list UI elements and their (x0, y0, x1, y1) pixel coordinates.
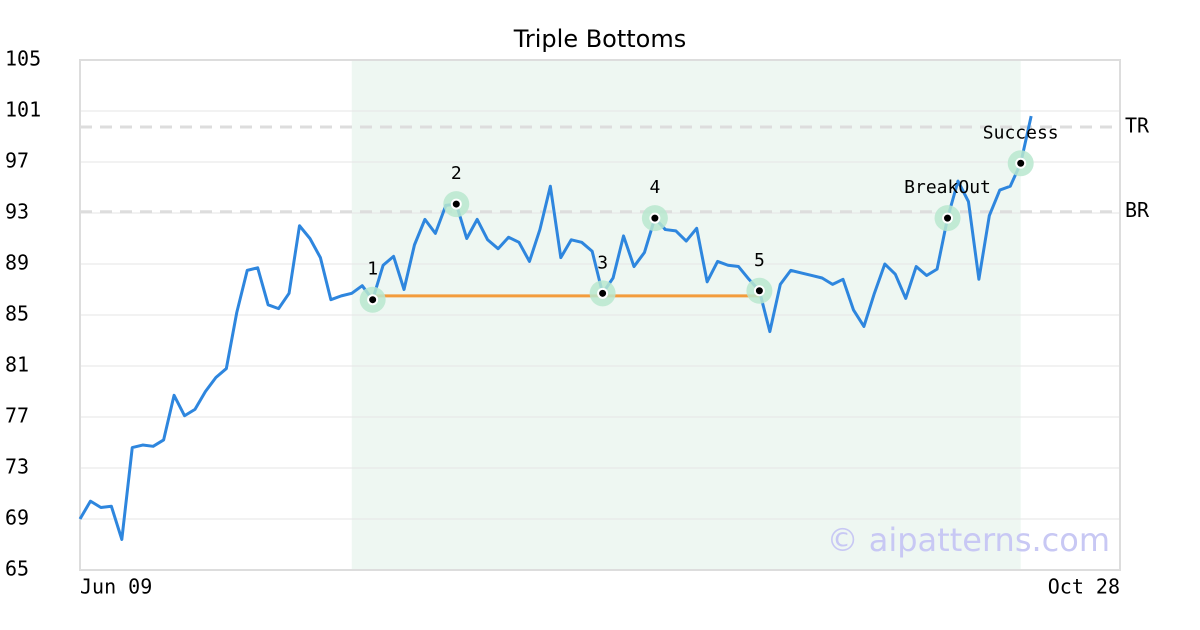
x-tick-label: Oct 28 (1048, 575, 1120, 599)
point-label: 1 (367, 259, 378, 280)
price-line (78, 115, 1033, 541)
point-label: BreakOut (904, 177, 991, 198)
point-label: 4 (649, 177, 660, 198)
x-tick-label: Jun 09 (80, 575, 152, 599)
y-tick-label: 101 (5, 98, 41, 122)
point-dot (649, 212, 661, 224)
y-tick-label: 85 (5, 302, 29, 326)
point-dot (367, 294, 379, 306)
level-label: TR (1125, 113, 1150, 137)
point-dot (1015, 157, 1027, 169)
point-dot (450, 198, 462, 210)
point-label: 3 (597, 252, 608, 273)
y-tick-label: 89 (5, 251, 29, 275)
point-label: Success (983, 122, 1059, 143)
point-dot (597, 287, 609, 299)
y-tick-label: 77 (5, 404, 29, 428)
y-tick-label: 97 (5, 149, 29, 173)
chart-title: Triple Bottoms (513, 25, 687, 53)
point-label: 5 (754, 250, 765, 271)
y-tick-label: 105 (5, 47, 41, 71)
watermark: © aipatterns.com (827, 521, 1110, 559)
level-label: BR (1125, 198, 1150, 222)
point-dot (753, 285, 765, 297)
y-tick-label: 65 (5, 557, 29, 581)
y-tick-label: 93 (5, 200, 29, 224)
y-tick-label: 81 (5, 353, 29, 377)
y-tick-label: 73 (5, 455, 29, 479)
point-label: 2 (451, 163, 462, 184)
plot-frame (79, 59, 1121, 571)
point-dot (942, 212, 954, 224)
y-tick-label: 69 (5, 506, 29, 530)
